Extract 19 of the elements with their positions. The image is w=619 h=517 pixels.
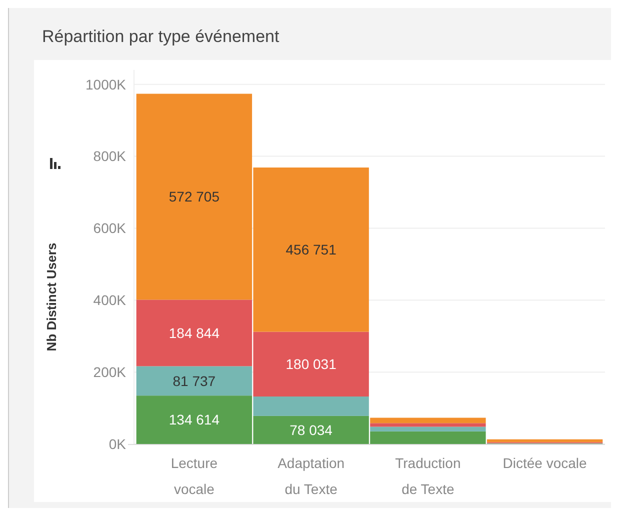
- y-tick-label: 400K: [93, 292, 127, 308]
- y-tick-label: 200K: [93, 364, 127, 380]
- y-tick-label: 1000K: [86, 76, 127, 92]
- y-tick-label: 600K: [93, 220, 127, 236]
- data-label: 184 844: [168, 324, 220, 341]
- data-label: 456 751: [286, 242, 337, 258]
- data-label: 81 737: [172, 372, 216, 389]
- data-label: 134 614: [168, 412, 220, 428]
- y-tick-label: 800K: [93, 148, 127, 164]
- y-axis-title: Nb Distinct Users: [44, 242, 59, 352]
- chart-title: Répartition par type événement: [42, 27, 280, 46]
- data-label: 572 705: [168, 188, 220, 205]
- x-tick-label: Adaptation du Texte: [278, 455, 345, 497]
- x-tick-label: Traduction de Texte: [395, 455, 461, 497]
- y-tick-label: 0K: [108, 436, 127, 452]
- x-tick-label: Dictée vocale: [502, 455, 588, 471]
- data-label: 180 031: [286, 356, 337, 372]
- data-label: 78 034: [290, 422, 333, 438]
- x-tick-label: Lecture vocale: [170, 455, 218, 497]
